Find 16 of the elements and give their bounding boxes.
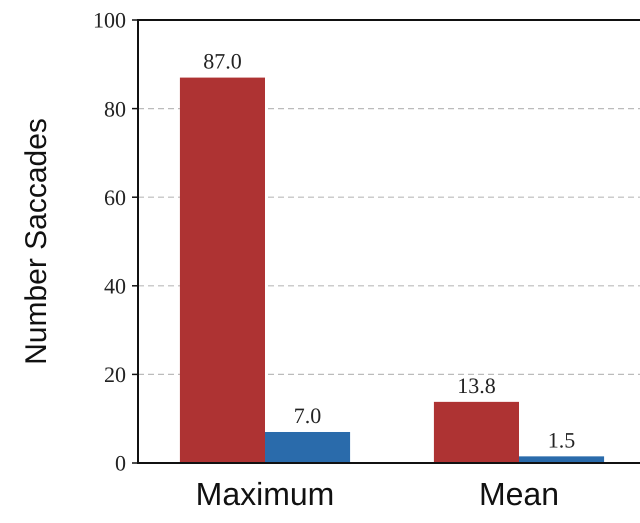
y-tick-label: 20 (104, 362, 126, 388)
y-tick-label: 60 (104, 184, 126, 210)
y-tick-label: 100 (93, 8, 126, 33)
y-tick-label: 80 (104, 96, 126, 122)
bar (180, 78, 265, 463)
y-tick-label: 0 (115, 450, 126, 476)
data-label: 13.8 (457, 372, 496, 398)
bar (434, 402, 519, 463)
y-tick-label: 40 (104, 274, 126, 298)
data-label: 7.0 (294, 402, 322, 428)
x-tick-label: Maximum (196, 476, 334, 512)
data-label: 1.5 (548, 427, 576, 452)
y-axis-title: Number Saccades (20, 118, 53, 365)
x-tick-label: Mean (478, 476, 560, 512)
data-label: 87.0 (203, 48, 242, 74)
bar (265, 432, 350, 463)
